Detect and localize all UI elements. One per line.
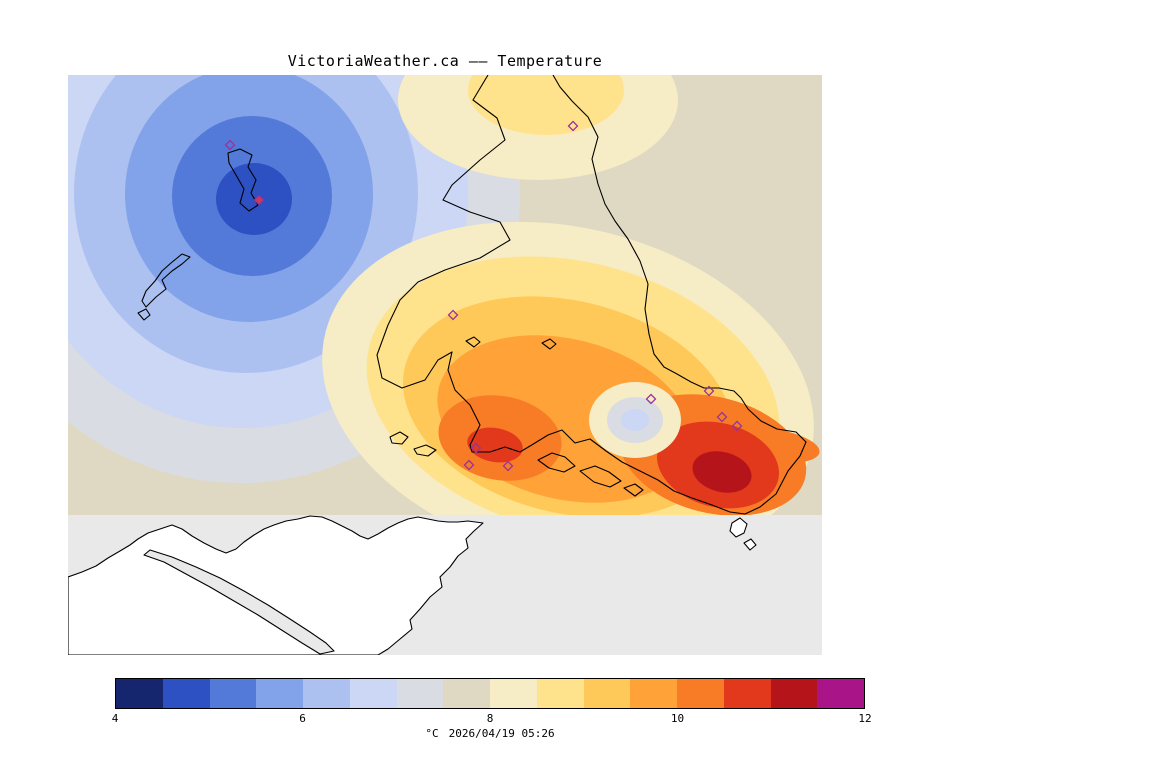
map-canvas (68, 75, 822, 655)
station-marker (224, 139, 236, 151)
island-strait-2 (579, 465, 622, 488)
no-data-land-group (68, 515, 757, 655)
island-strait-1 (537, 452, 576, 473)
colorbar-tick-label: 12 (858, 712, 872, 725)
no-data-land (68, 515, 757, 655)
colorbar (115, 678, 865, 709)
colorbar-cell (677, 679, 724, 708)
colorbar-timestamp: 2026/04/19 05:26 (448, 727, 555, 740)
contour-pocket-core (621, 409, 649, 431)
station-marker (463, 459, 475, 471)
coastlines (137, 75, 807, 515)
colorbar-tick-label: 10 (670, 712, 685, 725)
contour-red-core (692, 451, 752, 493)
station-marker (645, 393, 657, 405)
colorbar-tick-labels: 4 6 8 10 12 (111, 712, 872, 725)
island-cold-core (227, 148, 259, 212)
colorbar-cell (209, 679, 257, 708)
station-marker (716, 411, 728, 423)
islet-mid-1 (465, 336, 481, 348)
station-marker (567, 120, 579, 132)
islet-northwest (137, 308, 151, 321)
colorbar-tick-label: 6 (299, 712, 306, 725)
island-strait-3 (623, 483, 644, 497)
station-marker (470, 442, 482, 454)
island-west-1 (389, 431, 409, 445)
station-marker (502, 460, 514, 472)
colorbar-cell (162, 679, 210, 708)
colorbar-cell (349, 679, 397, 708)
island-south-1 (729, 517, 748, 538)
colorbar-caption: °C 2026/04/19 05:26 (115, 727, 865, 740)
colorbar-tick-label: 4 (111, 712, 119, 725)
colorbar-cell (723, 679, 771, 708)
colorbar-cell (536, 679, 584, 708)
station-markers (224, 120, 743, 472)
land-south (68, 515, 484, 655)
channel-inlet (143, 549, 335, 655)
island-south-2 (743, 538, 757, 551)
colorbar-cell (443, 679, 490, 708)
contour-red-west (467, 427, 523, 463)
colorbar-cell (303, 679, 350, 708)
colorbar-cell (490, 679, 537, 708)
colorbar-tick-label: 8 (486, 712, 494, 725)
contour-top-yellow (468, 75, 624, 135)
coastline-mainland (376, 75, 807, 515)
station-marker (447, 309, 459, 321)
colorbar-cell (770, 679, 818, 708)
station-marker (253, 194, 265, 206)
islet-mid-2 (541, 338, 557, 350)
island-west-2 (413, 444, 437, 457)
colorbar-cell (116, 679, 163, 708)
colorbar-cell (817, 679, 864, 708)
station-marker (731, 420, 743, 432)
colorbar-cell (396, 679, 444, 708)
colorbar-cell (256, 679, 303, 708)
colorbar-cell (583, 679, 631, 708)
island-chain-northwest (141, 253, 191, 308)
page-title: VictoriaWeather.ca —— Temperature (287, 52, 603, 70)
colorbar-cell (630, 679, 677, 708)
weather-map (68, 75, 822, 655)
temperature-field (68, 75, 822, 515)
station-marker (703, 385, 715, 397)
colorbar-unit: °C (425, 727, 439, 740)
